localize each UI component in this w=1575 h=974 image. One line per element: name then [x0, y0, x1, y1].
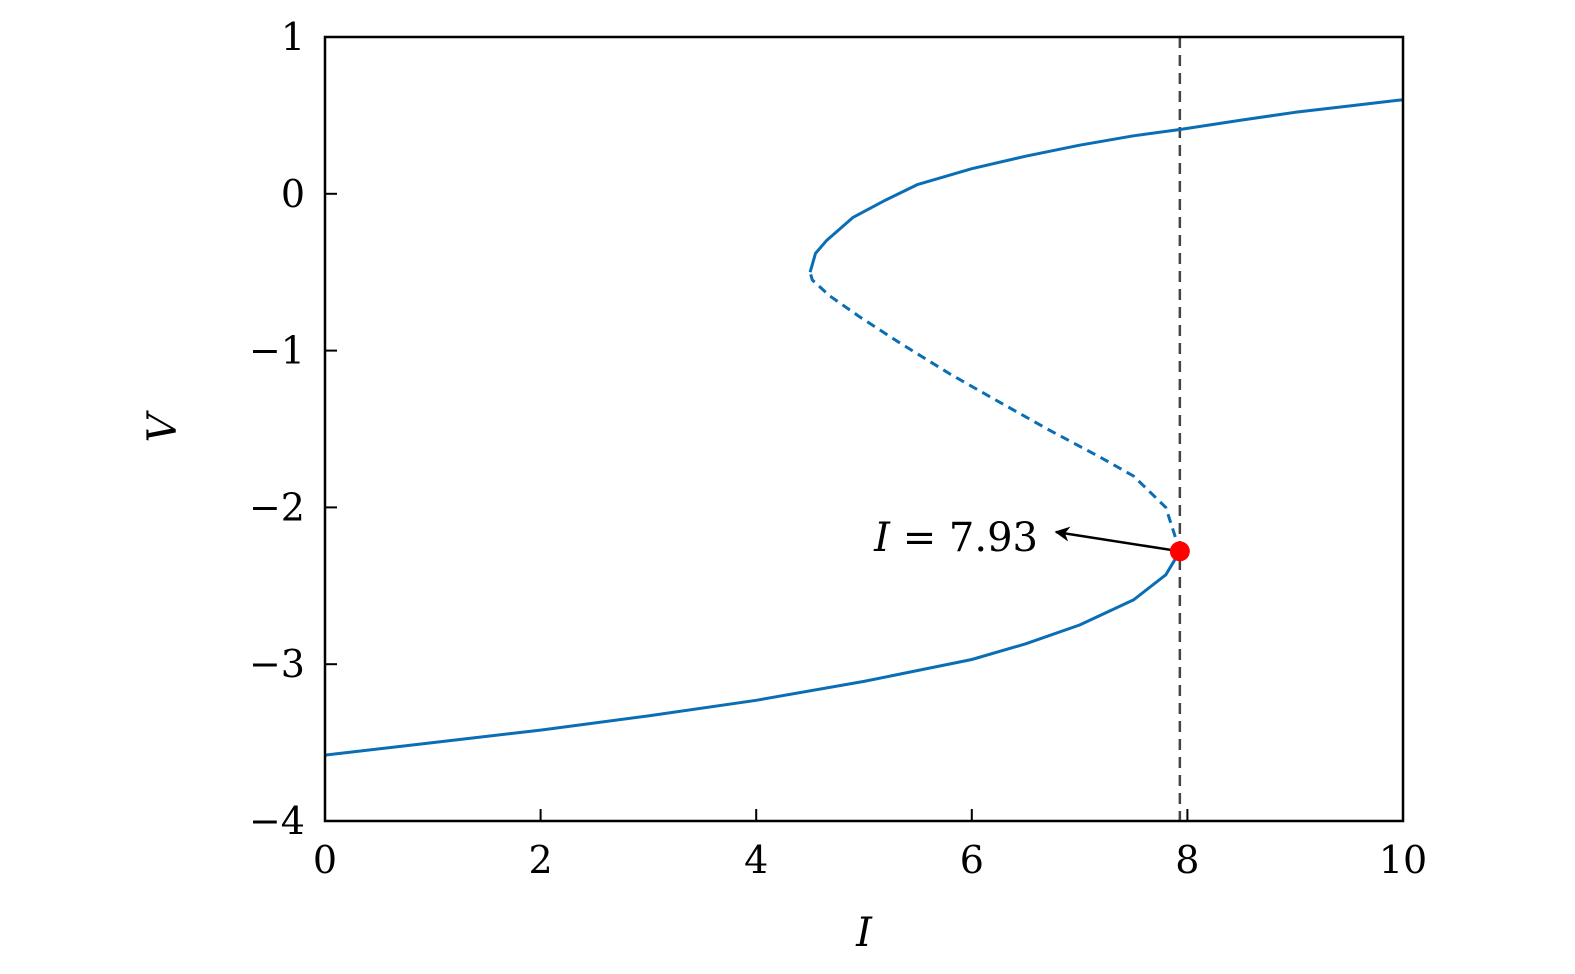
x-tick-label: 10: [1379, 838, 1427, 882]
y-tick-label: −3: [249, 642, 305, 686]
x-axis-label: I: [855, 910, 873, 956]
y-axis-label: V: [140, 409, 186, 442]
y-tick-label: −1: [249, 329, 305, 373]
y-tick-label: −4: [249, 799, 305, 843]
x-tick-label: 4: [744, 838, 768, 882]
annotation-label: I = 7.93: [873, 515, 1038, 561]
y-tick-label: 0: [281, 172, 305, 216]
series-line-1: [808, 271, 1182, 552]
series-line-2: [808, 98, 1404, 273]
x-tick-label: 8: [1175, 838, 1199, 882]
plot-frame: [323, 35, 1405, 823]
x-tick-label: 6: [960, 838, 984, 882]
bifurcation-point: [1169, 541, 1190, 562]
x-tick-label: 0: [313, 838, 337, 882]
annotation-arrow: [1054, 526, 1181, 553]
y-tick-label: −2: [249, 485, 305, 529]
series-line-0: [324, 550, 1182, 757]
y-tick-label: 1: [281, 15, 305, 59]
x-tick-label: 2: [529, 838, 553, 882]
